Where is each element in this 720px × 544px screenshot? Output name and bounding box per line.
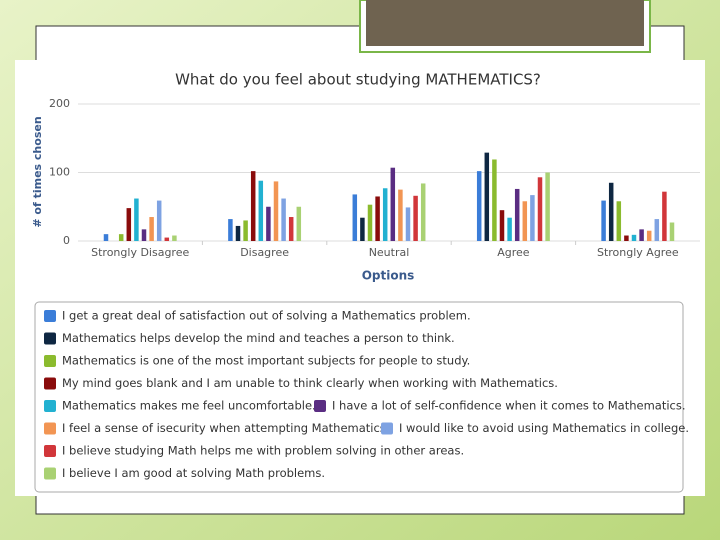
legend xyxy=(34,301,684,493)
legend-swatch xyxy=(44,467,56,480)
legend-swatch xyxy=(44,400,56,412)
legend-label: I believe studying Math helps me with pr… xyxy=(62,444,464,458)
legend-swatch xyxy=(44,445,56,457)
bar xyxy=(624,235,629,241)
title-box-fill xyxy=(366,0,644,46)
bar xyxy=(134,198,139,241)
bar xyxy=(156,200,162,241)
bar xyxy=(499,210,505,241)
legend-swatch xyxy=(44,310,56,322)
bar xyxy=(250,171,256,241)
bar xyxy=(654,219,660,241)
bar xyxy=(172,235,177,241)
x-tick-label: Strongly Disagree xyxy=(91,246,189,259)
bar xyxy=(616,201,622,241)
legend-swatch xyxy=(381,422,393,435)
bar xyxy=(360,217,365,241)
y-tick-label: 0 xyxy=(63,234,70,247)
bar xyxy=(484,152,490,241)
bar xyxy=(492,159,497,241)
legend-swatch xyxy=(44,332,56,345)
bar xyxy=(149,217,154,241)
legend-swatch xyxy=(44,355,56,367)
bar xyxy=(258,180,264,241)
bar xyxy=(476,171,482,241)
legend-label: I believe I am good at solving Math prob… xyxy=(62,466,325,480)
bar xyxy=(390,167,396,241)
y-tick-label: 100 xyxy=(49,166,70,179)
legend-label: I have a lot of self-confidence when it … xyxy=(332,399,686,413)
bar xyxy=(522,201,528,241)
legend-label: Mathematics makes me feel uncomfortable. xyxy=(62,399,316,413)
x-axis-label: Options xyxy=(362,269,415,283)
x-tick-label: Agree xyxy=(497,246,530,259)
x-tick-label: Strongly Agree xyxy=(597,246,679,259)
bar xyxy=(382,188,388,241)
y-axis-label: # of times chosen xyxy=(31,116,44,227)
bar xyxy=(398,189,403,241)
bar xyxy=(545,172,550,241)
bar xyxy=(537,177,543,241)
bar xyxy=(514,188,520,241)
bar xyxy=(273,181,279,241)
legend-label: Mathematics helps develop the mind and t… xyxy=(62,331,455,345)
legend-label: I feel a sense of isecurity when attempt… xyxy=(62,421,389,435)
bar xyxy=(367,204,373,241)
bar xyxy=(420,183,426,241)
legend-label: My mind goes blank and I am unable to th… xyxy=(62,376,558,390)
bar xyxy=(507,217,512,241)
bar xyxy=(266,206,271,241)
x-tick-label: Disagree xyxy=(240,246,289,259)
bar xyxy=(631,234,637,241)
bar xyxy=(608,182,614,241)
bar xyxy=(639,229,644,241)
bar xyxy=(228,219,233,241)
legend-swatch xyxy=(44,422,56,435)
legend-label: I would like to avoid using Mathematics … xyxy=(399,421,689,435)
legend-label: Mathematics is one of the most important… xyxy=(62,354,470,368)
bar xyxy=(601,200,606,241)
legend-swatch xyxy=(44,377,56,390)
bar xyxy=(103,234,109,241)
bar xyxy=(375,196,380,241)
bar xyxy=(118,234,124,241)
bar xyxy=(243,220,248,241)
bar xyxy=(126,208,132,241)
bar xyxy=(235,225,241,241)
bar xyxy=(288,217,294,241)
bar xyxy=(413,195,418,241)
legend-label: I get a great deal of satisfaction out o… xyxy=(62,309,471,323)
bar xyxy=(281,198,286,241)
y-tick-label: 200 xyxy=(49,97,70,110)
bar xyxy=(646,230,652,241)
chart-title: What do you feel about studying MATHEMAT… xyxy=(175,71,541,89)
bar xyxy=(352,194,358,241)
bar xyxy=(405,207,411,241)
bar xyxy=(669,222,675,241)
bar xyxy=(530,195,535,241)
bar xyxy=(296,206,302,241)
legend-swatch xyxy=(314,400,326,412)
x-tick-label: Neutral xyxy=(369,246,410,259)
bar xyxy=(141,229,147,241)
bar xyxy=(662,191,667,241)
bar xyxy=(164,237,170,241)
